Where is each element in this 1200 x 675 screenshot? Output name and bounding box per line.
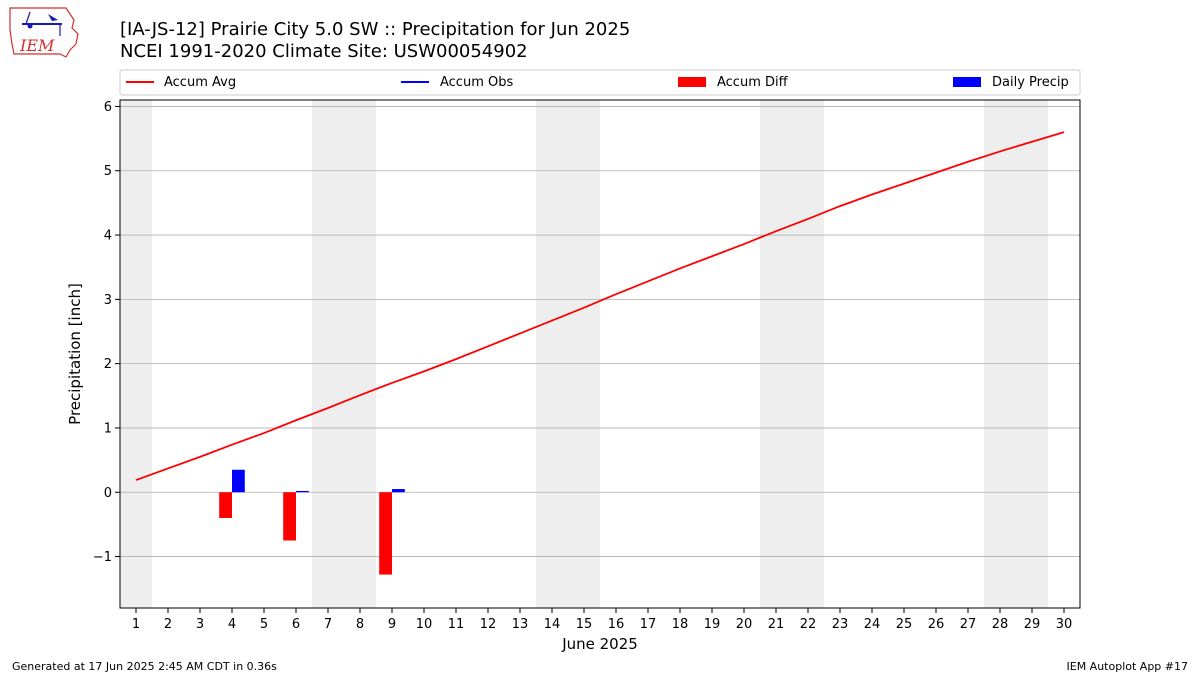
x-tick-label-2: 2 [164, 617, 172, 632]
chart-title: [IA-JS-12] Prairie City 5.0 SW :: Precip… [120, 19, 630, 40]
x-tick-label-27: 27 [960, 617, 977, 632]
footer-generated: Generated at 17 Jun 2025 2:45 AM CDT in … [12, 660, 277, 673]
weekend-band-3 [760, 100, 824, 608]
x-tick-label-15: 15 [576, 617, 593, 632]
x-axis: 1 2 3 4 5 6 7 8 9 10 11 12 13 14 15 16 17 18 19 20 21 22 23 24 2… [132, 608, 1072, 632]
weekend-band-0 [120, 100, 152, 608]
weekend-band-1 [312, 100, 376, 608]
x-tick-label-26: 26 [928, 617, 945, 632]
accum-diff-bar-day-4 [219, 492, 232, 518]
legend: Accum Avg Accum Obs Accum Diff Daily Pre… [119, 69, 1081, 96]
x-tick-label-4: 4 [228, 617, 236, 632]
x-tick-label-21: 21 [768, 617, 785, 632]
iem-logo: IEM [9, 7, 79, 58]
grid-lines [120, 106, 1080, 557]
legend-label-accum-obs: Accum Obs [440, 75, 513, 90]
legend-swatch-daily-precip [953, 77, 981, 87]
x-tick-label-29: 29 [1024, 617, 1041, 632]
y-axis-label: Precipitation [inch] [66, 283, 84, 425]
x-axis-label: June 2025 [561, 635, 638, 653]
accum-avg-line [135, 131, 1065, 481]
chart-subtitle: NCEI 1991-2020 Climate Site: USW00054902 [120, 41, 528, 62]
accum-diff-bar-day-6 [283, 492, 296, 541]
x-tick-label-11: 11 [448, 617, 465, 632]
x-tick-label-17: 17 [640, 617, 657, 632]
x-tick-label-16: 16 [608, 617, 625, 632]
x-tick-label-19: 19 [704, 617, 721, 632]
y-tick-label-4: 4 [104, 229, 112, 244]
x-tick-label-30: 30 [1056, 617, 1073, 632]
daily-precip-bar-day-9 [392, 489, 405, 493]
x-tick-label-3: 3 [196, 617, 204, 632]
x-tick-label-14: 14 [544, 617, 561, 632]
x-tick-label-13: 13 [512, 617, 529, 632]
bar-series [219, 469, 405, 575]
x-tick-label-25: 25 [896, 617, 913, 632]
x-tick-label-28: 28 [992, 617, 1009, 632]
x-tick-label-20: 20 [736, 617, 753, 632]
daily-precip-bar-day-4 [232, 469, 245, 493]
x-tick-label-23: 23 [832, 617, 849, 632]
x-tick-label-9: 9 [388, 617, 396, 632]
x-tick-label-5: 5 [260, 617, 268, 632]
x-tick-label-1: 1 [132, 617, 140, 632]
legend-label-accum-avg: Accum Avg [164, 75, 236, 90]
x-tick-label-8: 8 [356, 617, 364, 632]
x-tick-label-24: 24 [864, 617, 881, 632]
plot-frame [119, 99, 1081, 609]
y-tick-label-6: 6 [104, 100, 112, 115]
legend-label-daily-precip: Daily Precip [992, 75, 1069, 90]
daily-precip-bar-day-6 [296, 490, 309, 493]
y-tick-label-0: 0 [104, 486, 112, 501]
y-axis: −1 0 1 2 3 4 5 6 [93, 100, 120, 565]
x-tick-label-10: 10 [416, 617, 433, 632]
x-tick-label-12: 12 [480, 617, 497, 632]
x-tick-label-22: 22 [800, 617, 817, 632]
weekend-band-2 [536, 100, 600, 608]
y-tick-label--1: −1 [93, 550, 112, 565]
line-series [135, 131, 1065, 481]
legend-label-accum-diff: Accum Diff [717, 75, 789, 90]
logo-text: IEM [19, 36, 55, 55]
legend-swatch-accum-diff [678, 77, 706, 87]
x-tick-label-7: 7 [324, 617, 332, 632]
accum-diff-bar-day-9 [379, 492, 392, 575]
y-tick-label-2: 2 [104, 357, 112, 372]
y-tick-label-1: 1 [104, 421, 112, 436]
x-tick-label-18: 18 [672, 617, 689, 632]
x-tick-label-6: 6 [292, 617, 300, 632]
y-tick-label-3: 3 [104, 293, 112, 308]
footer-app: IEM Autoplot App #17 [1067, 660, 1189, 673]
weekend-band-4 [984, 100, 1048, 608]
y-tick-label-5: 5 [104, 164, 112, 179]
weekend-bands [120, 100, 1048, 608]
